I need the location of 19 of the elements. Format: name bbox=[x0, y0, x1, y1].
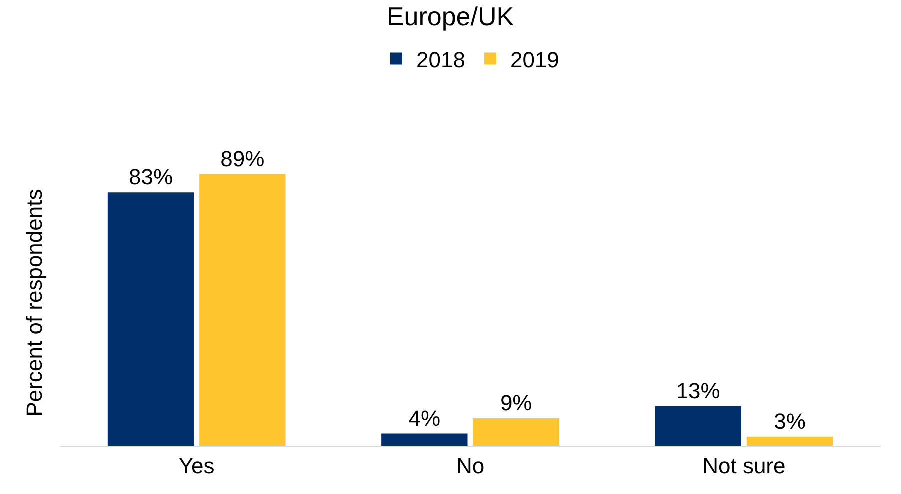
y-axis-title: Percent of respondents bbox=[22, 189, 47, 417]
x-tick-label: Yes bbox=[178, 453, 215, 478]
legend-label: 2018 bbox=[416, 47, 466, 72]
data-label: 13% bbox=[676, 378, 720, 404]
data-label: 83% bbox=[128, 164, 174, 190]
legend-label: 2019 bbox=[510, 47, 560, 72]
chart-title: Europe/UK bbox=[386, 2, 515, 32]
data-label: 4% bbox=[408, 406, 441, 431]
bar bbox=[108, 192, 194, 446]
data-label: 89% bbox=[220, 146, 265, 172]
data-label: 9% bbox=[500, 390, 532, 416]
x-tick-label: No bbox=[456, 453, 485, 478]
bar bbox=[382, 434, 468, 446]
bar bbox=[655, 406, 742, 446]
bar bbox=[473, 418, 560, 446]
x-tick-label: Not sure bbox=[702, 453, 786, 478]
bar bbox=[746, 436, 834, 446]
data-label: 3% bbox=[774, 408, 806, 434]
bar bbox=[200, 174, 286, 446]
